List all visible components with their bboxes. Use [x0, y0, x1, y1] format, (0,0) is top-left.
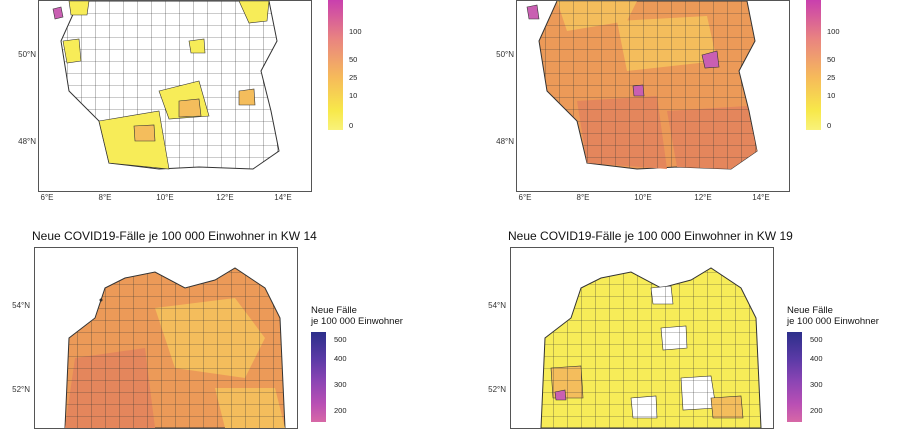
legend-title-line: je 100 000 Einwohner [311, 316, 403, 327]
legend-tick: 50 [827, 55, 836, 64]
legend-title-line: Neue Fälle [311, 305, 357, 316]
map-panel-bottom-right: Neue COVID19-Fälle je 100 000 Einwohner … [478, 225, 920, 429]
legend-colorbar [328, 0, 343, 130]
panel-title: Neue COVID19-Fälle je 100 000 Einwohner … [508, 229, 793, 243]
legend-tick: 200 [334, 406, 347, 415]
lon-label: 12°E [694, 193, 712, 202]
map-panel-top-left: 50°N 48°N 6°E 8°E 10°E 12°E 14°E 100 50 … [0, 0, 460, 215]
district-map [526, 1, 758, 170]
lat-label: 52°N [488, 385, 506, 394]
legend-colorbar [311, 332, 326, 422]
legend-tick: 100 [349, 27, 362, 36]
lon-label: 6°E [40, 193, 54, 202]
lon-label: 6°E [518, 193, 532, 202]
legend-title-line: je 100 000 Einwohner [787, 316, 879, 327]
map-frame [34, 247, 298, 429]
lon-label: 10°E [634, 193, 652, 202]
district-map [52, 1, 280, 170]
legend-title-line: Neue Fälle [787, 305, 833, 316]
legend-tick: 100 [827, 27, 840, 36]
map-frame [510, 247, 774, 429]
legend-title: Neue Fälle je 100 000 Einwohner [787, 305, 879, 327]
legend-tick: 25 [827, 73, 836, 82]
lon-label: 10°E [156, 193, 174, 202]
lat-label: 48°N [496, 137, 514, 146]
legend-colorbar [806, 0, 821, 130]
legend-tick: 10 [827, 91, 836, 100]
legend-tick: 0 [349, 121, 354, 130]
legend-tick: 300 [810, 380, 823, 389]
legend-tick: 200 [810, 406, 823, 415]
legend-tick: 400 [334, 354, 347, 363]
lat-label: 52°N [12, 385, 30, 394]
map-frame [38, 0, 312, 192]
legend-tick: 10 [349, 91, 358, 100]
legend-colorbar [787, 332, 802, 422]
map-panel-top-right: 50°N 48°N 6°E 8°E 10°E 12°E 14°E 100 50 … [478, 0, 920, 215]
lon-label: 14°E [274, 193, 292, 202]
legend-tick: 25 [349, 73, 358, 82]
legend-tick: 50 [349, 55, 358, 64]
map-frame [516, 0, 790, 192]
map-panel-bottom-left: Neue COVID19-Fälle je 100 000 Einwohner … [0, 225, 460, 429]
lon-label: 12°E [216, 193, 234, 202]
lon-label: 8°E [98, 193, 112, 202]
legend-tick: 500 [334, 335, 347, 344]
district-map [64, 267, 286, 428]
district-map [540, 267, 762, 428]
lat-label: 50°N [496, 50, 514, 59]
legend-title: Neue Fälle je 100 000 Einwohner [311, 305, 403, 327]
legend-tick: 300 [334, 380, 347, 389]
lat-label: 54°N [488, 301, 506, 310]
legend-tick: 400 [810, 354, 823, 363]
legend-tick: 0 [827, 121, 832, 130]
lat-label: 48°N [18, 137, 36, 146]
legend-tick: 500 [810, 335, 823, 344]
lon-label: 8°E [576, 193, 590, 202]
lat-label: 54°N [12, 301, 30, 310]
lon-label: 14°E [752, 193, 770, 202]
panel-title: Neue COVID19-Fälle je 100 000 Einwohner … [32, 229, 317, 243]
lat-label: 50°N [18, 50, 36, 59]
